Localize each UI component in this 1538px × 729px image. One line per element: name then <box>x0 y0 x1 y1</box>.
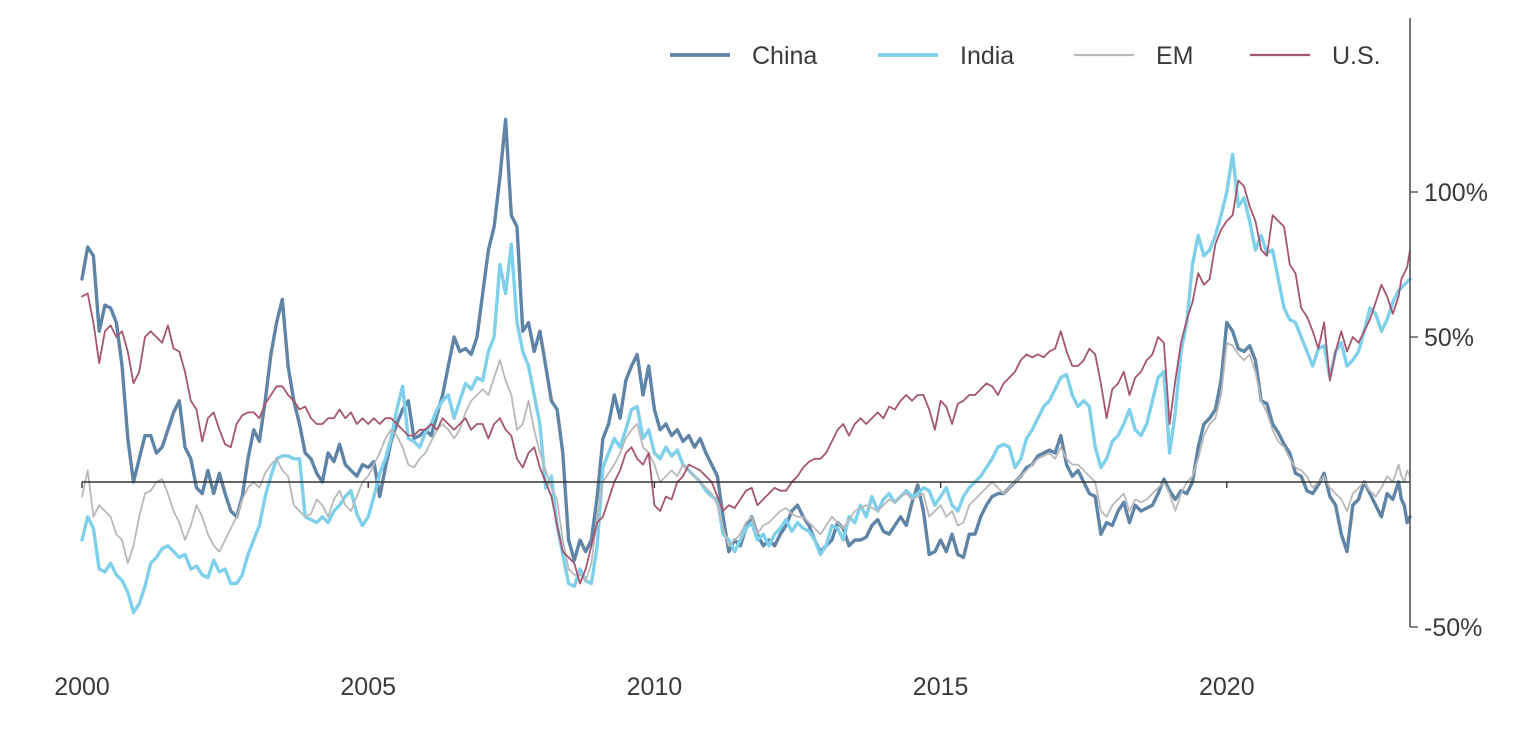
legend-label: China <box>752 42 817 70</box>
series-line-china <box>80 117 1412 562</box>
series-line-em <box>81 341 1411 582</box>
legend-label: U.S. <box>1332 42 1381 70</box>
y-axis: 100% 50% -50% <box>1409 18 1488 642</box>
legend-label: EM <box>1156 42 1194 70</box>
x-tick-label: 2010 <box>627 673 683 701</box>
y-tick-label: -50% <box>1424 614 1482 642</box>
series-line-india <box>80 152 1412 615</box>
x-axis: 2000 2005 2010 2015 2020 <box>54 482 1255 701</box>
y-tick-label: 50% <box>1424 324 1474 352</box>
legend-label: India <box>960 42 1014 70</box>
x-tick-label: 2015 <box>913 673 969 701</box>
plot-lines <box>80 117 1412 615</box>
x-tick-label: 2020 <box>1199 673 1255 701</box>
legend: China India EM U.S. <box>670 42 1381 70</box>
x-tick-label: 2005 <box>340 673 396 701</box>
series-line-u-s <box>81 179 1411 585</box>
legend-item-em: EM <box>1074 42 1194 70</box>
legend-item-china: China <box>670 42 817 70</box>
y-tick-label: 100% <box>1424 179 1488 207</box>
legend-item-u-s: U.S. <box>1250 42 1381 70</box>
legend-item-india: India <box>878 42 1014 70</box>
x-tick-label: 2000 <box>54 673 110 701</box>
